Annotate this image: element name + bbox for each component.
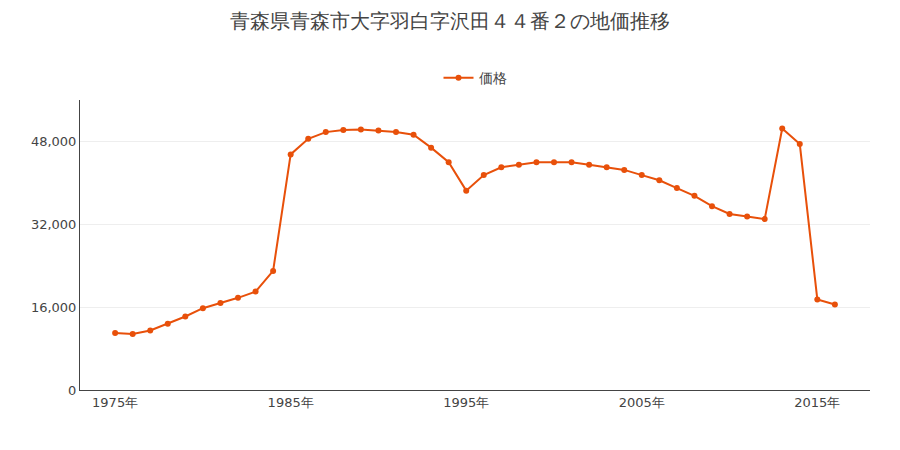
- svg-text:0: 0: [68, 383, 76, 398]
- svg-text:青森県青森市大字羽白字沢田４４番２の地価推移: 青森県青森市大字羽白字沢田４４番２の地価推移: [230, 9, 670, 33]
- svg-text:32,000: 32,000: [31, 217, 77, 232]
- svg-text:2005年: 2005年: [619, 395, 665, 410]
- svg-text:1975年: 1975年: [92, 395, 138, 410]
- svg-text:2015年: 2015年: [794, 395, 840, 410]
- svg-text:1985年: 1985年: [268, 395, 314, 410]
- svg-text:48,000: 48,000: [31, 134, 77, 149]
- svg-text:1995年: 1995年: [443, 395, 489, 410]
- svg-text:16,000: 16,000: [31, 300, 77, 315]
- svg-text:価格: 価格: [479, 70, 507, 86]
